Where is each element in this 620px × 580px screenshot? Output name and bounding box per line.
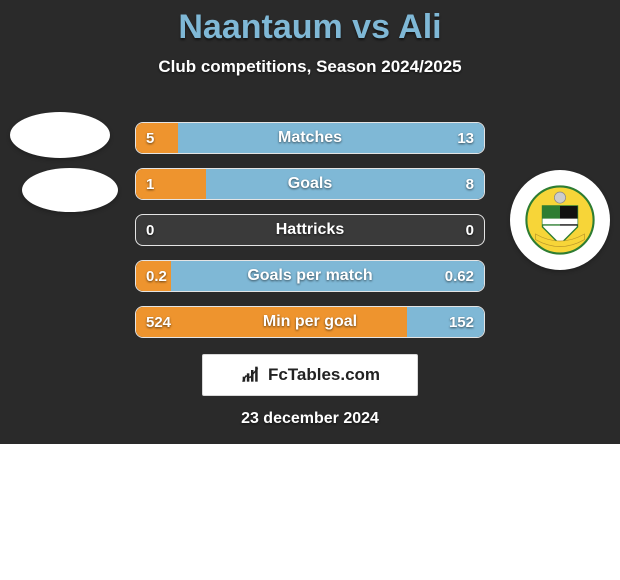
stat-row-matches: 5 Matches 13 [135,122,485,154]
comparison-panel: Naantaum vs Ali Club competitions, Seaso… [0,0,620,444]
stat-label: Goals [136,169,484,199]
stat-row-hattricks: 0 Hattricks 0 [135,214,485,246]
stat-right-value: 8 [456,169,484,199]
bar-chart-icon [240,365,262,385]
page-title: Naantaum vs Ali [0,0,620,47]
shield-icon [525,185,595,255]
brand-text: FcTables.com [268,365,380,385]
stat-label: Matches [136,123,484,153]
stat-right-value: 0 [456,215,484,245]
brand-link[interactable]: FcTables.com [202,354,418,396]
stat-row-mpg: 524 Min per goal 152 [135,306,485,338]
stat-right-value: 13 [447,123,484,153]
date-stamp: 23 december 2024 [0,410,620,428]
stat-label: Goals per match [136,261,484,291]
left-player-badge-1 [10,112,110,158]
page-subtitle: Club competitions, Season 2024/2025 [0,57,620,77]
stat-label: Hattricks [136,215,484,245]
stat-row-goals: 1 Goals 8 [135,168,485,200]
stat-row-gpm: 0.2 Goals per match 0.62 [135,260,485,292]
stat-right-value: 152 [439,307,484,337]
right-club-crest [510,170,610,270]
stat-right-value: 0.62 [435,261,484,291]
stat-label: Min per goal [136,307,484,337]
left-player-badge-2 [22,168,118,212]
stats-bars: 5 Matches 13 1 Goals 8 0 Hattricks 0 0.2… [135,122,485,352]
